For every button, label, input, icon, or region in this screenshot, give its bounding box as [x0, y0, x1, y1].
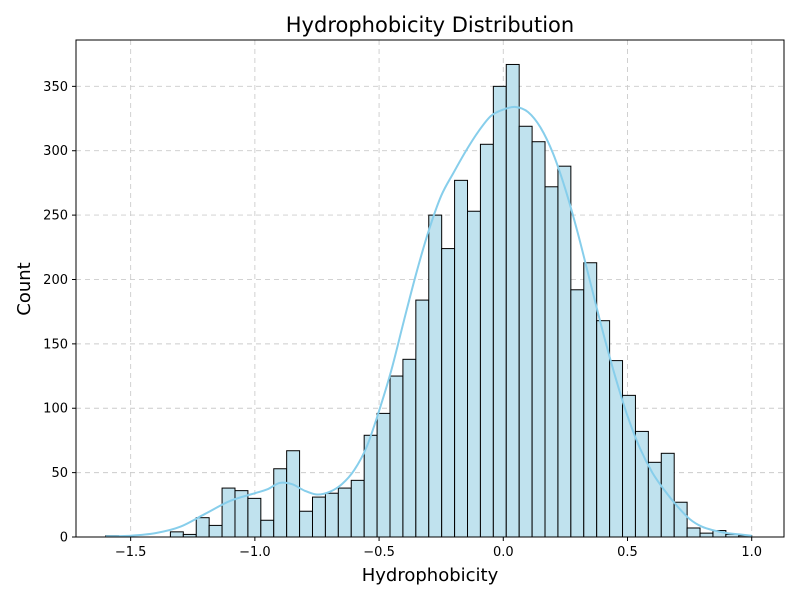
histogram-bar-19	[350, 479, 365, 538]
y-tick-label-5: 250	[43, 209, 68, 224]
histogram-bar-9	[221, 487, 236, 538]
histogram-bar-27	[454, 179, 469, 538]
histogram-bar-32	[518, 125, 533, 538]
histogram-bar-30	[492, 85, 507, 538]
y-axis: 0 50 100 150 200 250 300 350	[43, 80, 76, 546]
histogram-bar-7	[195, 517, 210, 538]
histogram-bar-23	[402, 358, 417, 538]
x-axis: −1.5 −1.0 −0.5 0.0 0.5 1.0	[115, 537, 762, 560]
histogram-bar-5	[169, 531, 184, 538]
histogram-bar-11	[247, 497, 262, 538]
histogram-bar-35	[557, 165, 572, 538]
histogram-bar-21	[376, 412, 391, 538]
histogram-bar-24	[415, 299, 430, 538]
x-tick-label-4: 0.5	[617, 545, 638, 560]
histogram-bar-18	[337, 487, 352, 538]
histogram-bar-16	[311, 496, 326, 538]
histogram-bar-41	[634, 430, 649, 538]
y-tick-label-1: 50	[51, 466, 68, 481]
x-axis-label: Hydrophobicity	[362, 565, 499, 586]
histogram-bar-8	[208, 524, 223, 538]
histogram-bar-17	[324, 492, 339, 538]
histogram-bar-34	[544, 186, 559, 538]
histogram-bar-46	[699, 532, 714, 538]
y-tick-label-7: 350	[43, 80, 68, 95]
x-tick-label-3: 0.0	[493, 545, 514, 560]
histogram-bar-25	[428, 214, 443, 538]
histogram-bar-26	[441, 248, 456, 538]
kde-curve	[105, 105, 752, 538]
x-tick-label-0: −1.5	[115, 545, 147, 560]
y-tick-label-4: 200	[43, 273, 68, 288]
histogram-bar-22	[389, 375, 404, 538]
histogram-bar-45	[686, 527, 701, 538]
histogram-bar-31	[505, 63, 520, 538]
histogram-bar-29	[479, 143, 494, 538]
y-tick-label-0: 0	[60, 531, 68, 546]
histogram-bar-40	[622, 394, 636, 538]
histogram-bar-36	[570, 289, 585, 538]
histogram-bar-14	[286, 450, 301, 538]
histogram-bar-39	[609, 360, 624, 538]
y-tick-label-3: 150	[43, 337, 68, 352]
histogram-bar-12	[260, 519, 275, 538]
histogram-bar-28	[467, 210, 481, 538]
histogram-bar-42	[647, 461, 662, 538]
x-tick-label-2: −0.5	[363, 545, 395, 560]
histogram-bar-33	[531, 141, 546, 538]
histogram-bar-44	[673, 501, 688, 538]
y-tick-label-6: 300	[43, 144, 68, 159]
histogram-bar-15	[299, 510, 313, 538]
plot-frame	[75, 39, 785, 538]
y-tick-label-2: 100	[43, 402, 68, 417]
x-tick-label-1: −1.0	[239, 545, 271, 560]
chart-title: Hydrophobicity Distribution	[286, 13, 574, 37]
histogram-bar-13	[273, 468, 288, 538]
x-tick-label-5: 1.0	[741, 545, 762, 560]
y-axis-label: Count	[14, 262, 35, 315]
bars-layer	[105, 63, 753, 538]
